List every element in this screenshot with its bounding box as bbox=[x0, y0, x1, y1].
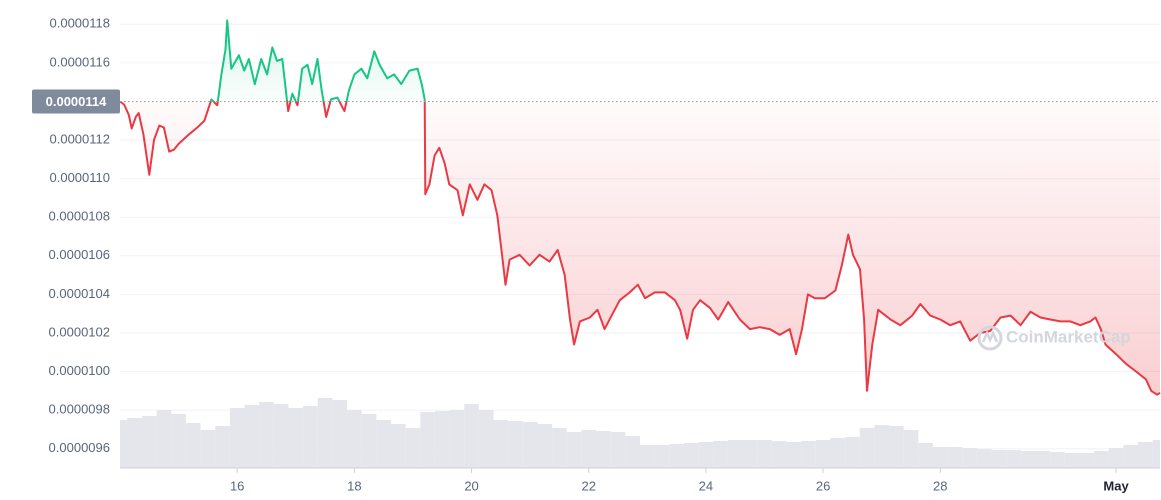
y-tick-label: 0.0000104 bbox=[49, 286, 110, 301]
y-tick-label: 0.0000096 bbox=[49, 440, 110, 455]
x-tick-label: 16 bbox=[230, 478, 244, 493]
volume-bar bbox=[962, 448, 977, 468]
x-tick-label: 26 bbox=[816, 478, 830, 493]
volume-bar bbox=[596, 431, 611, 468]
watermark: CoinMarketCap bbox=[977, 325, 1131, 351]
y-tick-label: 0.0000102 bbox=[49, 324, 110, 339]
x-tick-label: 20 bbox=[464, 478, 478, 493]
volume-bar bbox=[654, 445, 670, 468]
volume-bar bbox=[1123, 445, 1139, 468]
volume-bar bbox=[1020, 451, 1036, 468]
volume-bar bbox=[347, 410, 362, 468]
volume-bar bbox=[698, 442, 714, 468]
volume-bar bbox=[727, 440, 743, 468]
volume-bar bbox=[581, 430, 597, 468]
volume-bar bbox=[903, 430, 919, 468]
volume-bar bbox=[669, 444, 684, 468]
volume-bar bbox=[801, 441, 816, 468]
volume-bar bbox=[332, 400, 348, 468]
volume-bar bbox=[683, 443, 699, 468]
volume-bar bbox=[478, 410, 494, 468]
x-tick-label: May bbox=[1103, 478, 1129, 493]
volume-bar bbox=[537, 424, 553, 468]
volume-bar bbox=[830, 438, 846, 468]
volume-bar bbox=[1094, 451, 1109, 468]
volume-bar bbox=[361, 414, 377, 468]
volume-bar bbox=[859, 428, 875, 468]
volume-bar bbox=[757, 440, 772, 468]
y-tick-label: 0.0000116 bbox=[50, 54, 111, 69]
x-tick-label: 22 bbox=[581, 478, 595, 493]
x-tick-label: 18 bbox=[347, 478, 361, 493]
volume-bar bbox=[771, 441, 787, 468]
volume-bar bbox=[786, 442, 802, 468]
reference-label-bg bbox=[32, 89, 120, 114]
y-tick-label: 0.0000110 bbox=[50, 170, 111, 185]
volume-bar bbox=[713, 441, 728, 468]
volume-bar bbox=[1138, 442, 1153, 468]
volume-bar bbox=[141, 416, 157, 468]
volume-bar bbox=[742, 440, 758, 468]
y-tick-label: 0.0000100 bbox=[49, 363, 110, 378]
volume-bar bbox=[156, 410, 172, 468]
volume-bar bbox=[845, 437, 860, 468]
volume-bar bbox=[390, 424, 406, 468]
volume-bar bbox=[552, 428, 567, 468]
y-tick-label: 0.0000098 bbox=[49, 402, 110, 417]
y-tick-label: 0.0000106 bbox=[49, 247, 110, 262]
volume-bar bbox=[991, 450, 1007, 468]
volume-bar bbox=[376, 420, 391, 468]
volume-bar bbox=[215, 426, 230, 468]
volume-bar bbox=[493, 420, 509, 468]
volume-bar bbox=[464, 404, 479, 468]
volume-bar bbox=[200, 430, 216, 468]
volume-bar bbox=[1108, 448, 1124, 468]
volume-bar bbox=[244, 405, 260, 468]
volume-bar bbox=[1152, 440, 1160, 468]
volume-bar bbox=[127, 418, 142, 468]
y-tick-label: 0.0000118 bbox=[50, 16, 111, 31]
volume-bar bbox=[1050, 452, 1065, 468]
volume-bar bbox=[1079, 453, 1095, 468]
volume-bar bbox=[273, 404, 289, 468]
volume-bar bbox=[405, 428, 421, 468]
volume-bar bbox=[420, 412, 435, 468]
volume-bar bbox=[1006, 450, 1021, 468]
volume-bar bbox=[259, 402, 274, 468]
volume-bar bbox=[229, 408, 245, 468]
price-line bbox=[119, 19, 1161, 396]
volume-bar bbox=[947, 447, 963, 468]
volume-bar bbox=[625, 436, 640, 468]
x-tick-label: 28 bbox=[933, 478, 947, 493]
volume-bar bbox=[610, 432, 626, 468]
volume-bar bbox=[317, 398, 333, 468]
volume-bar bbox=[1064, 453, 1080, 468]
volume-bar bbox=[171, 414, 186, 468]
volume-bar bbox=[932, 447, 948, 468]
y-tick-label: 0.0000108 bbox=[49, 209, 110, 224]
volume-bar bbox=[815, 440, 831, 468]
volume-bar bbox=[522, 422, 538, 468]
volume-bar bbox=[185, 423, 201, 468]
price-area bbox=[120, 20, 1160, 395]
x-tick-label: 24 bbox=[699, 478, 713, 493]
volume-bar bbox=[640, 445, 655, 468]
watermark-text: CoinMarketCap bbox=[1006, 327, 1131, 346]
volume-bar bbox=[303, 406, 318, 468]
volume-bar bbox=[288, 408, 304, 468]
volume-bar bbox=[918, 443, 933, 468]
volume-bar bbox=[449, 410, 465, 468]
volume-bar bbox=[874, 425, 890, 468]
volume-bar bbox=[889, 426, 904, 468]
y-tick-label: 0.0000112 bbox=[50, 131, 111, 146]
reference-label: 0.0000114 bbox=[46, 94, 108, 109]
volume-bar bbox=[508, 421, 523, 468]
volume-bar bbox=[976, 449, 992, 468]
volume-bar bbox=[566, 432, 582, 468]
volume-bar bbox=[1035, 451, 1051, 468]
volume-bar bbox=[434, 411, 450, 468]
